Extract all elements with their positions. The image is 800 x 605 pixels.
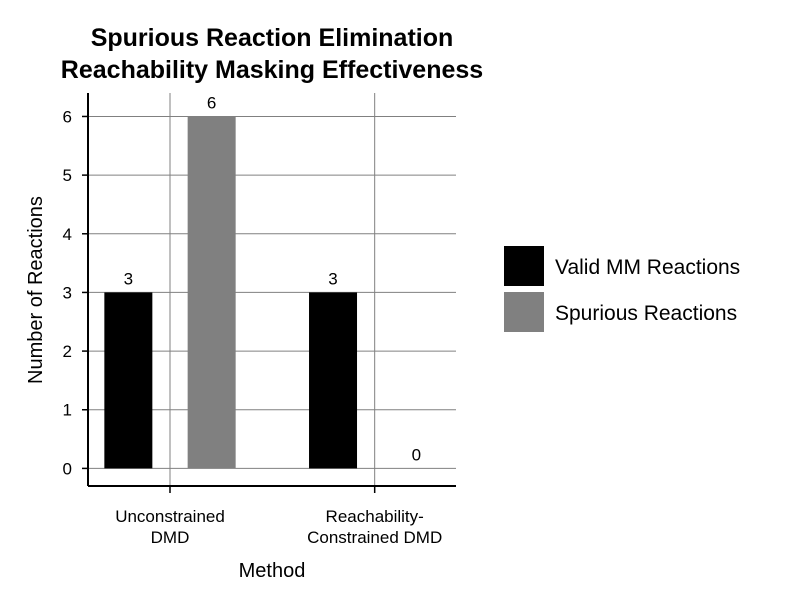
x-tick-label: Reachability- [326, 507, 424, 526]
y-tick-label: 3 [63, 283, 72, 302]
y-tick-label: 6 [63, 107, 72, 126]
x-axis-label: Method [239, 560, 306, 582]
x-axis-ticks: Unconstrained DMD Reachability- Constrained… [115, 486, 442, 547]
chart-title-line: Spurious Reaction Elimination [91, 24, 454, 52]
y-tick-label: 4 [63, 225, 72, 244]
x-tick-label: Unconstrained [115, 507, 225, 526]
x-tick-label: Constrained DMD [307, 528, 442, 547]
bar-value-label: 0 [412, 445, 421, 464]
bar-value-label: 3 [124, 269, 133, 288]
legend-label: Valid MM Reactions [555, 256, 740, 279]
bar-value-label: 6 [207, 93, 216, 112]
legend: Valid MM Reactions Spurious Reactions [504, 246, 740, 332]
data-labels: 3 6 3 0 [124, 93, 421, 464]
y-tick-label: 0 [63, 459, 72, 478]
axes [87, 93, 456, 487]
chart-title-line: Reachability Masking Effectiveness [61, 56, 483, 84]
legend-swatch [504, 246, 544, 286]
chart-title: Spurious Reaction Elimination Reachabilit… [61, 24, 483, 84]
bars [104, 116, 358, 469]
bar-valid-mm-reactions [104, 292, 153, 469]
y-axis-label: Number of Reactions [25, 196, 47, 384]
y-tick-label: 2 [63, 342, 72, 361]
legend-swatch [504, 292, 544, 332]
x-tick-label: DMD [151, 528, 190, 547]
legend-label: Spurious Reactions [555, 302, 737, 325]
y-tick-label: 1 [63, 401, 72, 420]
y-tick-label: 5 [63, 166, 72, 185]
y-axis-ticks: 0 1 2 3 4 5 6 [63, 107, 88, 478]
bar-value-label: 3 [328, 269, 337, 288]
bar-spurious-reactions [187, 116, 236, 469]
bar-valid-mm-reactions [309, 292, 358, 469]
